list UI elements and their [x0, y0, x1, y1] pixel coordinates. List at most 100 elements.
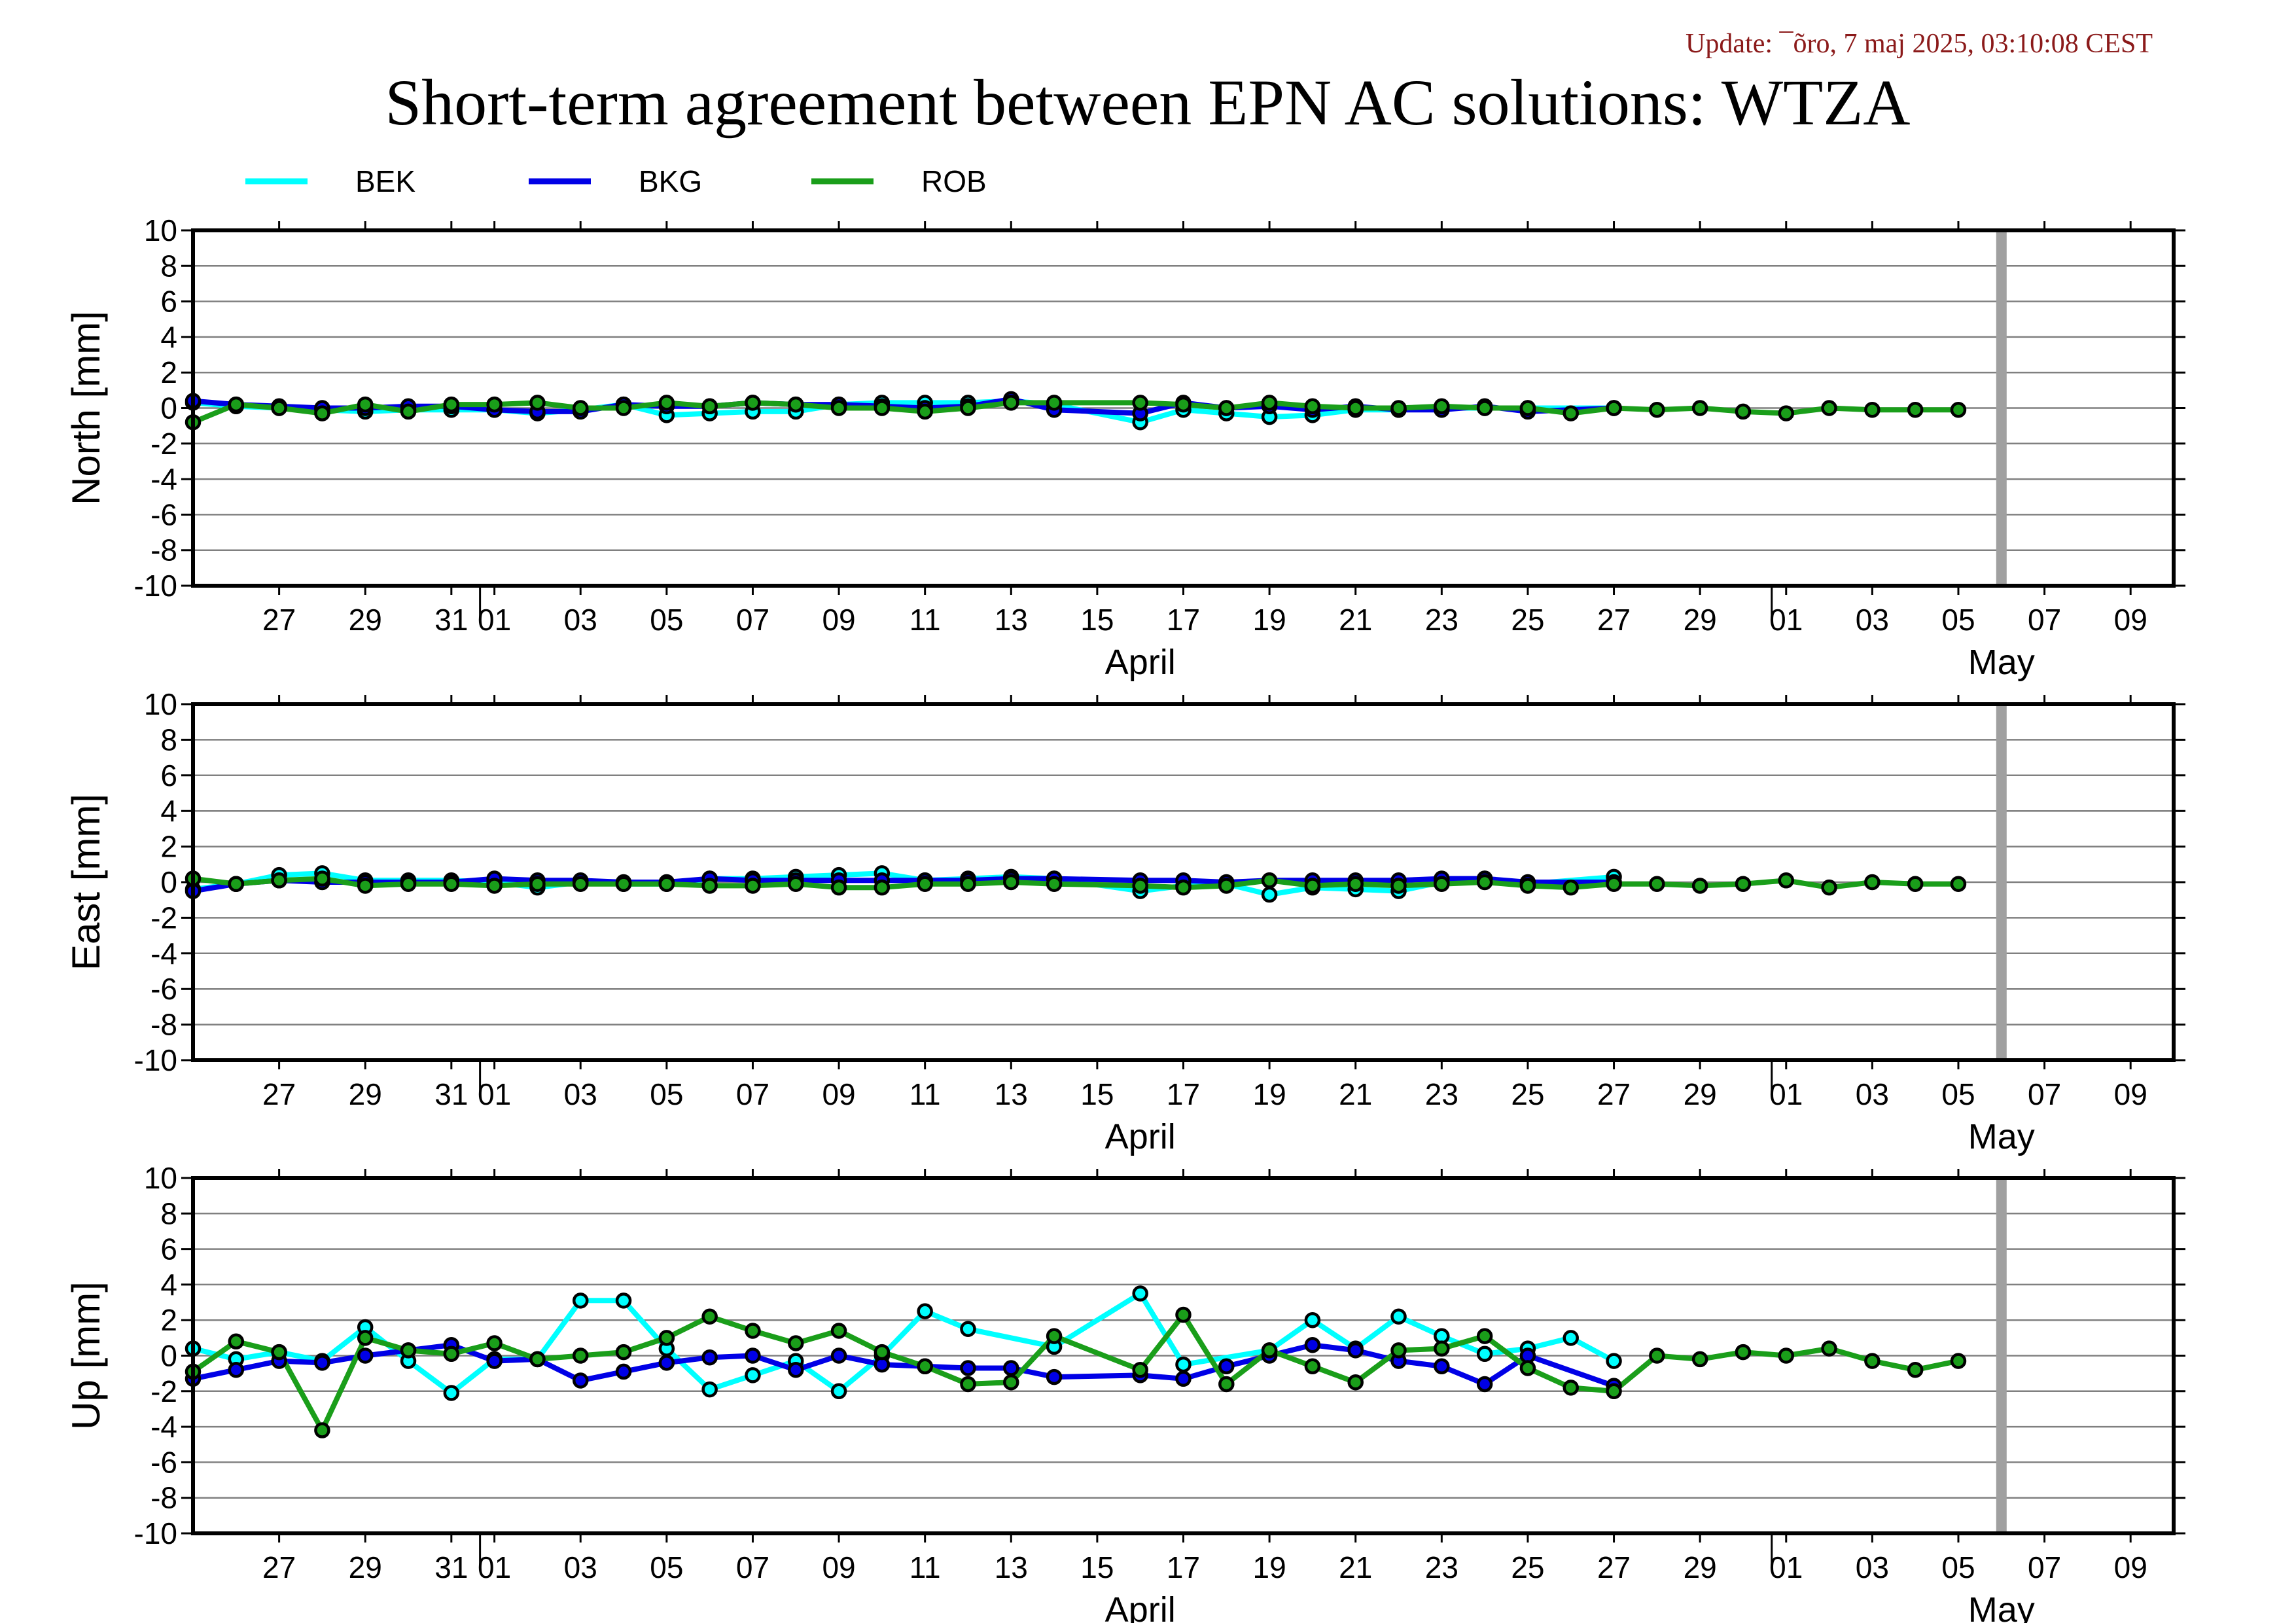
x-tick-label: 29	[1684, 603, 1717, 637]
data-point-rob	[1434, 398, 1450, 415]
update-timestamp: Update: ¯õro, 7 maj 2025, 03:10:08 CEST	[1686, 29, 2153, 59]
data-point-rob	[658, 1330, 675, 1346]
y-tick-label: 0	[160, 391, 177, 425]
y-tick-label: -2	[150, 901, 177, 935]
data-point-bkg	[357, 1347, 374, 1364]
legend-item-rob: ROB	[811, 164, 987, 198]
data-point-rob	[1218, 878, 1235, 894]
data-point-rob	[1261, 395, 1278, 411]
y-tick-label: 8	[160, 1196, 177, 1230]
x-tick-label: 01	[478, 1077, 511, 1111]
data-point-rob	[271, 872, 287, 889]
x-tick-label: 17	[1167, 1550, 1200, 1584]
x-tick-label: 13	[995, 1077, 1028, 1111]
data-point-rob	[1563, 1380, 1579, 1396]
y-tick-label: -6	[150, 1445, 177, 1479]
x-tick-label: 27	[262, 1550, 296, 1584]
data-point-rob	[529, 395, 546, 411]
data-point-bkg	[1175, 1370, 1192, 1387]
data-point-bkg	[701, 1349, 718, 1366]
y-tick-label: 2	[160, 830, 177, 864]
data-point-rob	[1132, 395, 1148, 411]
data-point-rob	[529, 1351, 546, 1368]
data-point-bkg	[1003, 1360, 1019, 1376]
data-point-rob	[1735, 1344, 1752, 1361]
data-point-rob	[874, 879, 891, 896]
data-point-rob	[572, 400, 589, 416]
x-tick-label: 01	[478, 1550, 511, 1584]
data-point-rob	[1304, 878, 1321, 894]
data-point-rob	[1003, 874, 1019, 891]
data-point-bkg	[1218, 1358, 1235, 1375]
y-tick-label: 6	[160, 285, 177, 319]
data-point-rob	[615, 400, 632, 416]
x-tick-label: 09	[2114, 1077, 2147, 1111]
data-point-bkg	[615, 1363, 632, 1380]
data-point-rob	[572, 876, 589, 892]
x-tick-label: 31	[434, 1550, 468, 1584]
data-point-rob	[1304, 398, 1321, 415]
data-point-rob	[874, 400, 891, 416]
y-tick-label: 6	[160, 1232, 177, 1266]
current-date-bar	[1996, 1178, 2007, 1533]
x-tick-label: 11	[910, 1077, 941, 1111]
data-point-rob	[443, 876, 460, 892]
data-point-rob	[745, 878, 761, 894]
data-point-rob	[830, 400, 847, 416]
data-point-rob	[830, 879, 847, 896]
data-point-rob	[1563, 405, 1579, 421]
data-point-rob	[1132, 878, 1148, 894]
data-point-rob	[1907, 401, 1924, 418]
data-point-rob	[1175, 396, 1192, 413]
data-point-rob	[1519, 400, 1536, 416]
data-point-rob	[1261, 1342, 1278, 1359]
data-point-rob	[1476, 400, 1493, 416]
data-point-rob	[1003, 395, 1019, 411]
x-tick-label: 31	[434, 603, 468, 637]
data-point-rob	[1563, 879, 1579, 896]
data-point-rob	[1046, 1328, 1063, 1344]
data-point-rob	[874, 1344, 891, 1361]
data-point-rob	[228, 1333, 245, 1350]
legend-label: ROB	[921, 164, 987, 198]
data-point-bek	[1132, 1285, 1148, 1302]
data-point-bkg	[830, 1347, 847, 1364]
data-point-rob	[1950, 401, 1967, 418]
panel-frame	[191, 228, 2176, 588]
y-tick-label: -10	[134, 1043, 177, 1077]
data-point-rob	[357, 878, 374, 894]
data-point-bek	[615, 1293, 632, 1309]
x-tick-label: 13	[995, 1550, 1028, 1584]
x-tick-label: 17	[1167, 1077, 1200, 1111]
data-point-bek	[830, 1383, 847, 1400]
x-tick-label: 01	[1769, 603, 1803, 637]
data-point-rob	[1606, 1383, 1622, 1400]
x-tick-label: 05	[650, 1550, 683, 1584]
y-tick-label: 6	[160, 758, 177, 793]
data-point-bkg	[1347, 1342, 1364, 1359]
data-point-rob	[400, 1342, 417, 1359]
data-point-bkg	[960, 1360, 976, 1376]
x-tick-label: 01	[1769, 1550, 1803, 1584]
y-axis-label: Up [mm]	[64, 1281, 108, 1430]
data-point-rob	[960, 1376, 976, 1393]
y-tick-label: 8	[160, 249, 177, 283]
y-tick-label: 2	[160, 355, 177, 389]
y-tick-label: -4	[150, 1410, 177, 1444]
data-point-bek	[1261, 886, 1278, 903]
x-tick-label: 29	[1684, 1077, 1717, 1111]
month-label: May	[1968, 643, 2035, 682]
month-label: April	[1105, 643, 1176, 682]
x-tick-label: 17	[1167, 603, 1200, 637]
data-point-rob	[1347, 876, 1364, 892]
x-tick-label: 09	[822, 1550, 855, 1584]
y-tick-label: 8	[160, 722, 177, 757]
x-tick-label: 21	[1339, 603, 1372, 637]
data-point-rob	[960, 876, 976, 892]
data-point-rob	[271, 400, 287, 416]
data-point-rob	[960, 400, 976, 416]
data-point-rob	[1046, 395, 1063, 411]
panel-frame	[191, 1176, 2176, 1535]
x-tick-label: 03	[564, 603, 597, 637]
data-point-rob	[1691, 1351, 1708, 1368]
